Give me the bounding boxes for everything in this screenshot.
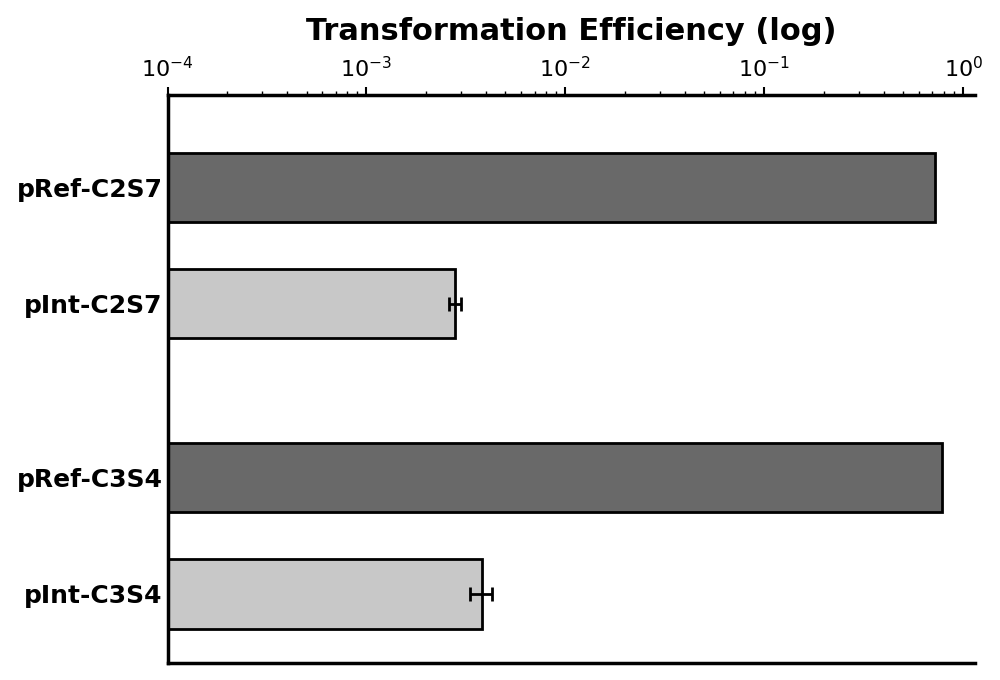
Bar xyxy=(0,443,942,513)
Bar xyxy=(0,559,482,628)
Bar xyxy=(0,269,455,339)
Title: Transformation Efficiency (log): Transformation Efficiency (log) xyxy=(306,17,837,46)
Bar xyxy=(0,153,935,222)
